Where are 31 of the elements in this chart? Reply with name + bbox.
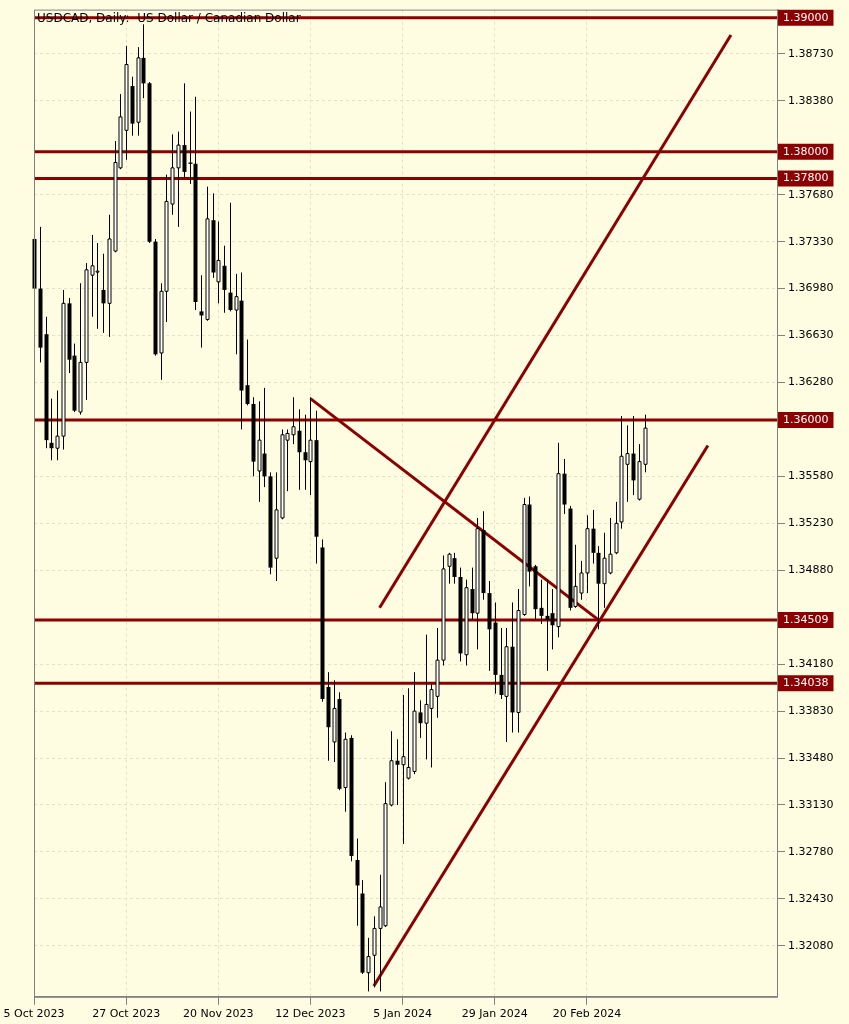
ref-line-label: 1.34038 [783, 676, 829, 690]
x-tick-label: 20 Feb 2024 [552, 1007, 622, 1021]
y-tick-label: 1.33130 [788, 797, 834, 811]
y-tick-label: 1.36630 [788, 328, 834, 342]
y-tick-label: 1.34880 [788, 563, 834, 577]
x-tick-label: 29 Jan 2024 [461, 1007, 528, 1021]
ref-line-label: 1.39000 [783, 10, 829, 24]
y-tick-label: 1.38380 [788, 93, 834, 107]
x-tick-label: 20 Nov 2023 [183, 1007, 254, 1021]
y-tick-label: 1.32080 [788, 938, 834, 952]
y-tick-label: 1.32430 [788, 891, 834, 905]
y-tick-label: 1.37680 [788, 187, 834, 201]
ref-line-label: 1.38000 [783, 144, 829, 158]
y-tick-label: 1.32780 [788, 844, 834, 858]
ref-line-label: 1.36000 [783, 412, 829, 426]
y-tick-label: 1.34180 [788, 657, 834, 671]
y-tick-label: 1.35580 [788, 469, 834, 483]
ref-line-label: 1.34509 [783, 612, 829, 626]
y-tick-label: 1.37330 [788, 234, 834, 248]
y-tick-label: 1.36980 [788, 281, 834, 295]
x-tick-label: 27 Oct 2023 [92, 1007, 161, 1021]
chart-title: USDCAD, Daily: US Dollar / Canadian Dollar [37, 10, 301, 25]
x-tick-label: 12 Dec 2023 [275, 1007, 346, 1021]
y-tick-label: 1.35230 [788, 516, 834, 530]
x-tick-label: 5 Jan 2024 [373, 1007, 433, 1021]
y-tick-label: 1.36280 [788, 375, 834, 389]
x-tick-label: 5 Oct 2023 [3, 1007, 65, 1021]
y-tick-label: 1.33480 [788, 750, 834, 764]
y-tick-label: 1.33830 [788, 703, 834, 717]
y-tick-label: 1.38730 [788, 46, 834, 60]
ref-line-label: 1.37800 [783, 171, 829, 185]
